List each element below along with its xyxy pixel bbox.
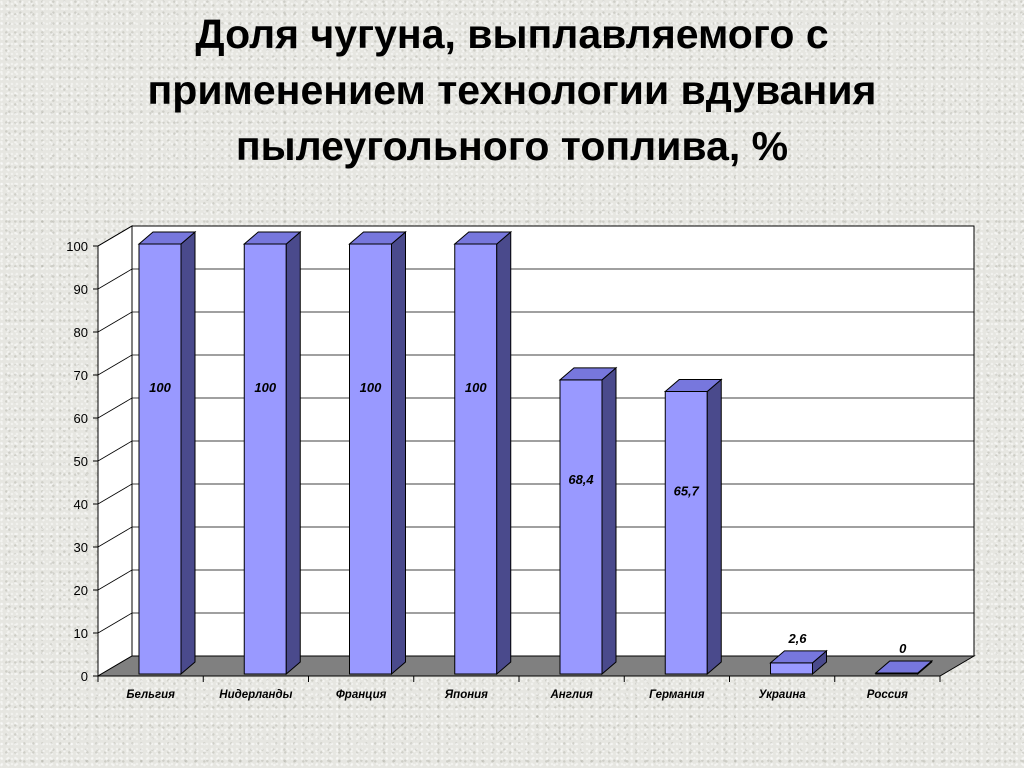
slide-title-line-3: пылеугольного топлива, % — [235, 123, 789, 169]
bar-side-Нидерланды — [285, 230, 301, 676]
x-tick-label: Япония — [444, 689, 488, 701]
bar-Англия — [559, 379, 603, 675]
slide-title-line-2: применением технологии вдувания — [147, 67, 877, 113]
chart-walls — [97, 225, 975, 677]
gridline-side-40 — [97, 483, 133, 505]
data-label: 65,7 — [674, 483, 700, 498]
data-label: 2,6 — [787, 631, 807, 646]
gridline-side-20 — [97, 569, 133, 591]
data-label: 100 — [360, 380, 382, 395]
bar-side-Англия — [601, 366, 617, 676]
bar-top-Нидерланды — [242, 231, 302, 245]
y-tick-label: 20 — [74, 583, 88, 598]
bar-side-Япония — [496, 230, 512, 676]
y-tick-label: 90 — [74, 282, 88, 297]
y-tick-label: 0 — [81, 669, 88, 684]
x-tick-label: Украина — [759, 689, 807, 701]
chart-labels: 0 10 20 30 40 50 60 70 80 90 100 100 Бельгия 100 Нидер… — [66, 239, 908, 701]
data-label: 100 — [465, 380, 487, 395]
data-label: 68,4 — [568, 472, 594, 487]
gridline-side-70 — [97, 354, 133, 376]
bar-Украина — [770, 662, 813, 675]
chart-floor — [96, 655, 976, 677]
x-tick-label: Нидерланды — [219, 689, 292, 701]
bar-top-Германия — [663, 378, 723, 392]
bar-side-Германия — [706, 378, 722, 676]
y-tick-label: 30 — [74, 540, 88, 555]
gridline-side-10 — [97, 612, 133, 634]
x-tick-label: Бельгия — [126, 689, 175, 701]
bar-Бельгия — [138, 243, 182, 675]
gridline-side-100 — [97, 225, 133, 247]
x-tick-label: Германия — [649, 689, 705, 701]
gridline-side-30 — [97, 526, 133, 548]
y-tick-label: 60 — [74, 411, 88, 426]
gridline-side-90 — [97, 268, 133, 290]
bar-Германия — [664, 390, 708, 675]
gridline-side-50 — [97, 440, 133, 462]
x-tick-label: Франция — [336, 689, 387, 701]
slide-title-line-1: Доля чугуна, выплавляемого с — [195, 11, 829, 57]
slide-title: Доля чугуна, выплавляемого с применением… — [0, 6, 1024, 174]
y-tick-label: 50 — [74, 454, 88, 469]
bar-top-Бельгия — [137, 231, 197, 245]
y-tick-label: 40 — [74, 497, 88, 512]
bar-side-Бельгия — [180, 230, 196, 676]
bar-top-Украина — [769, 650, 828, 664]
bar-top-Франция — [348, 231, 407, 245]
chart-bars — [137, 230, 934, 676]
y-tick-label: 70 — [74, 368, 88, 383]
chart-axes — [93, 245, 941, 682]
x-tick-label: Россия — [867, 689, 908, 701]
bar-side-Франция — [391, 230, 406, 676]
bar-top-Россия — [874, 660, 934, 674]
data-label: 100 — [149, 380, 171, 395]
data-label: 0 — [899, 641, 907, 656]
bar-top-Англия — [558, 367, 618, 381]
bar-top-Япония — [453, 231, 513, 245]
x-tick-label: Англия — [549, 689, 593, 701]
bar-Нидерланды — [243, 243, 287, 675]
y-tick-label: 100 — [66, 239, 88, 254]
bar-Франция — [349, 243, 392, 675]
gridline-side-80 — [97, 311, 133, 333]
y-tick-label: 80 — [74, 325, 88, 340]
chart-floor-plane — [96, 655, 976, 677]
y-tick-label: 10 — [74, 626, 88, 641]
bar-Япония — [454, 243, 498, 675]
data-label: 100 — [254, 380, 276, 395]
gridline-side-60 — [97, 397, 133, 419]
